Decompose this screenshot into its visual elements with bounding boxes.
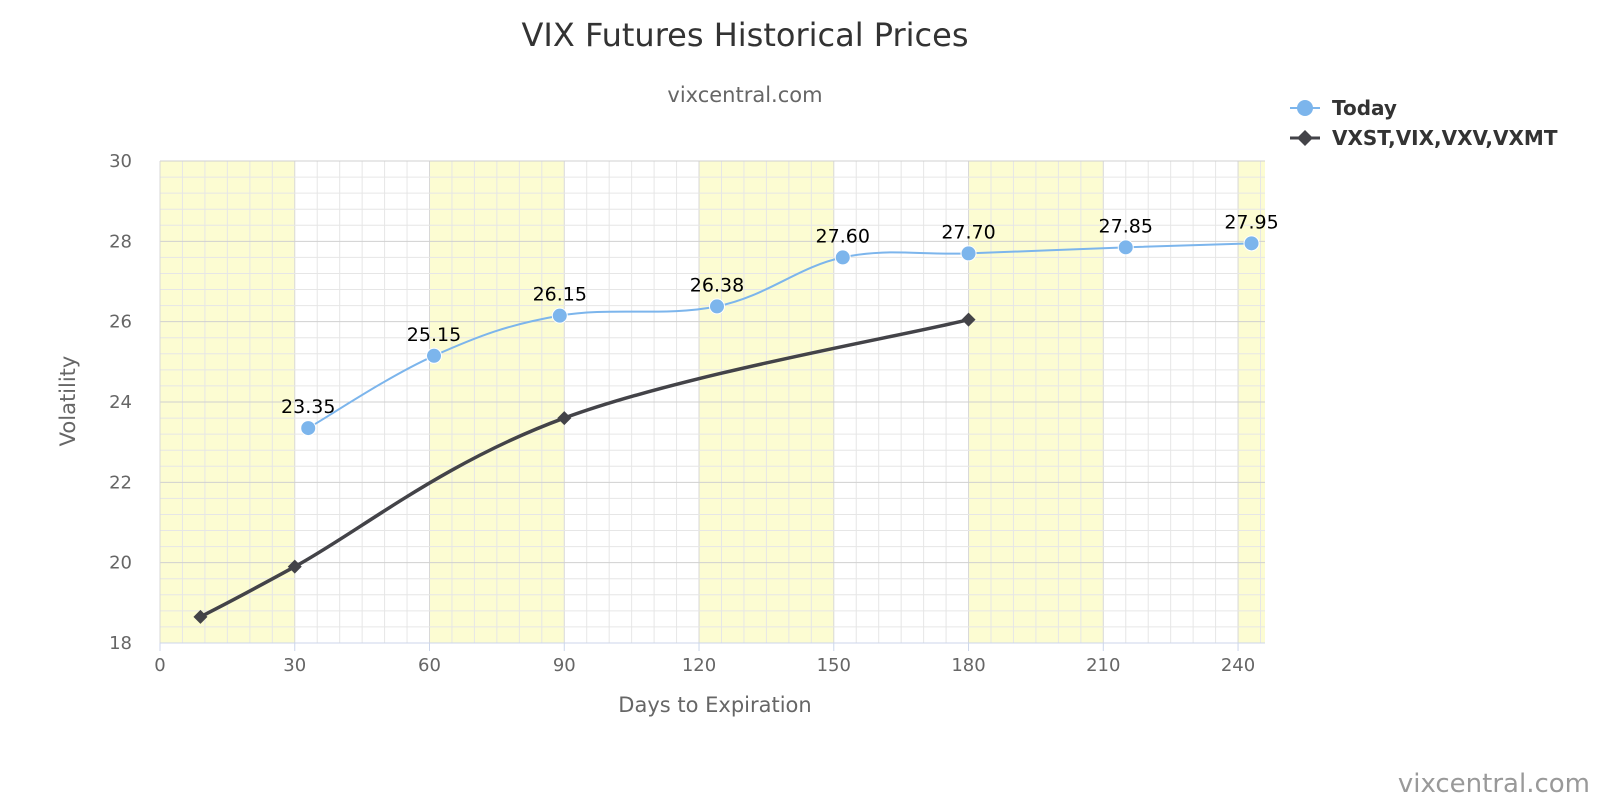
x-axis-title: Days to Expiration (618, 693, 811, 717)
legend-item-today[interactable]: Today (1290, 96, 1397, 120)
y-tick-label: 18 (109, 633, 132, 654)
series-line-today (307, 242, 1252, 429)
y-tick-label: 28 (109, 231, 132, 252)
series-lines (199, 242, 1252, 619)
data-label: 27.70 (941, 221, 995, 243)
y-tick-label: 30 (109, 151, 132, 172)
x-tick-label: 30 (283, 655, 306, 676)
today-point (1243, 235, 1260, 252)
y-tick-label: 20 (109, 553, 132, 574)
today-point (551, 307, 568, 324)
x-tick-label: 240 (1221, 655, 1255, 676)
y-tick-label: 26 (109, 312, 132, 333)
y-axis-title: Volatility (56, 356, 80, 447)
x-tick-label: 60 (418, 655, 441, 676)
legend-today-marker (1297, 100, 1313, 116)
x-tick-label: 90 (553, 655, 576, 676)
data-label: 27.95 (1224, 211, 1278, 233)
data-label: 25.15 (407, 324, 461, 346)
series-line-term-structure (199, 317, 969, 619)
legend-today-label: Today (1332, 96, 1397, 120)
data-label: 26.38 (690, 274, 744, 296)
axes: 0 30 60 90 120 150 180 210 240 18 20 22 24 26 28 30 (109, 151, 1265, 676)
term-structure-point (193, 609, 208, 624)
today-point (834, 249, 851, 266)
y-tick-label: 24 (109, 392, 132, 413)
term-structure-point (961, 312, 976, 327)
legend-item-vxst-vix-vxv-vxmt[interactable]: VXST,VIX,VXV,VXMT (1290, 126, 1558, 150)
data-label: 23.35 (281, 396, 335, 418)
legend: Today VXST,VIX,VXV,VXMT (1290, 96, 1558, 150)
today-point (960, 245, 977, 262)
x-tick-label: 210 (1086, 655, 1120, 676)
legend-term-structure-marker (1297, 130, 1313, 146)
y-tick-label: 22 (109, 472, 132, 493)
legend-term-structure-label: VXST,VIX,VXV,VXMT (1332, 126, 1558, 150)
chart-title: VIX Futures Historical Prices (522, 16, 969, 54)
term-structure-point (287, 559, 302, 574)
chart-subtitle: vixcentral.com (667, 83, 822, 107)
x-tick-label: 150 (817, 655, 851, 676)
x-tick-label: 180 (951, 655, 985, 676)
today-point (1117, 239, 1134, 256)
data-label: 27.60 (816, 225, 870, 247)
x-tick-label: 0 (154, 655, 165, 676)
data-labels: 23.35 25.15 26.15 26.38 27.60 27.70 27.85 27.95 (281, 211, 1279, 418)
data-label: 26.15 (533, 284, 587, 306)
today-point (300, 420, 317, 437)
x-tick-label: 120 (682, 655, 716, 676)
term-structure-point (557, 411, 572, 426)
today-point (426, 347, 443, 364)
data-points (193, 235, 1260, 624)
data-label: 27.85 (1099, 215, 1153, 237)
credit-watermark[interactable]: vixcentral.com (1398, 769, 1590, 799)
today-point (708, 298, 725, 315)
grid-lines (159, 160, 1265, 643)
